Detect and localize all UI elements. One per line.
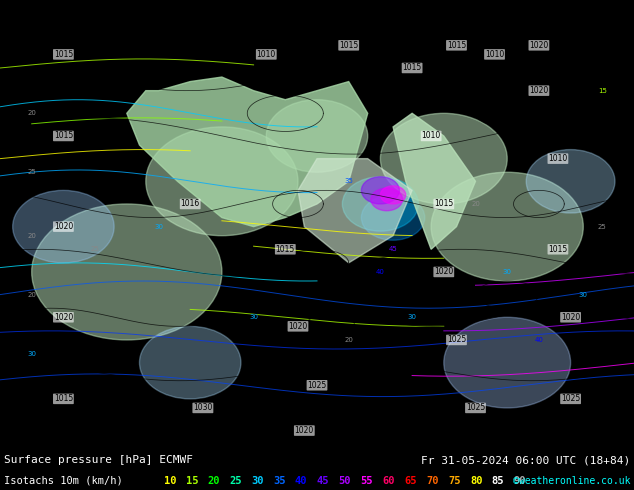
Circle shape <box>380 113 507 204</box>
Text: 1015: 1015 <box>434 199 453 208</box>
Text: 30: 30 <box>154 223 163 230</box>
Text: 1025: 1025 <box>466 403 485 413</box>
Text: 1020: 1020 <box>54 313 73 322</box>
Circle shape <box>371 188 403 211</box>
Text: 1020: 1020 <box>434 268 453 276</box>
Text: 80: 80 <box>470 476 482 486</box>
Circle shape <box>342 177 418 231</box>
Text: 30: 30 <box>579 292 588 297</box>
Text: 1020: 1020 <box>54 222 73 231</box>
Text: 1010: 1010 <box>257 50 276 59</box>
Text: 15: 15 <box>598 88 607 94</box>
Text: 1025: 1025 <box>307 381 327 390</box>
Text: 40: 40 <box>534 337 543 343</box>
Text: 1020: 1020 <box>288 322 307 331</box>
Circle shape <box>361 177 399 204</box>
Text: 1015: 1015 <box>548 245 567 254</box>
Text: 30: 30 <box>408 314 417 320</box>
Text: 30: 30 <box>251 476 264 486</box>
Circle shape <box>380 186 406 204</box>
Text: 10: 10 <box>164 476 176 486</box>
Text: 85: 85 <box>492 476 504 486</box>
Text: 1016: 1016 <box>181 199 200 208</box>
Text: 55: 55 <box>361 476 373 486</box>
Text: 25: 25 <box>598 223 607 230</box>
Text: 35: 35 <box>344 178 353 184</box>
Text: 20: 20 <box>471 201 480 207</box>
Text: 20: 20 <box>27 233 36 239</box>
Text: 50: 50 <box>339 476 351 486</box>
Text: 20: 20 <box>27 292 36 297</box>
Text: 1025: 1025 <box>561 394 580 403</box>
Text: 1015: 1015 <box>339 41 358 50</box>
Text: 15: 15 <box>186 476 198 486</box>
Text: 1015: 1015 <box>276 245 295 254</box>
Text: 40: 40 <box>295 476 307 486</box>
Text: Isotachs 10m (km/h): Isotachs 10m (km/h) <box>4 476 122 486</box>
Circle shape <box>32 204 222 340</box>
Text: Surface pressure [hPa] ECMWF: Surface pressure [hPa] ECMWF <box>4 455 193 465</box>
Text: 1010: 1010 <box>422 131 441 141</box>
Text: 1010: 1010 <box>485 50 504 59</box>
Text: 1020: 1020 <box>529 41 548 50</box>
Circle shape <box>13 191 114 263</box>
Text: 1015: 1015 <box>403 64 422 73</box>
Text: 20: 20 <box>344 337 353 343</box>
Text: 25: 25 <box>91 246 100 252</box>
Text: 70: 70 <box>426 476 439 486</box>
Text: 30: 30 <box>503 269 512 275</box>
Text: 65: 65 <box>404 476 417 486</box>
Text: 1015: 1015 <box>54 131 73 141</box>
Text: 1025: 1025 <box>447 336 466 344</box>
Text: 1015: 1015 <box>54 50 73 59</box>
Text: 40: 40 <box>376 269 385 275</box>
Circle shape <box>146 127 298 236</box>
Text: 35: 35 <box>273 476 285 486</box>
Text: 30: 30 <box>27 350 36 357</box>
Text: 1020: 1020 <box>529 86 548 95</box>
Text: 1015: 1015 <box>447 41 466 50</box>
Text: 20: 20 <box>207 476 220 486</box>
Circle shape <box>444 318 571 408</box>
Text: Fr 31-05-2024 06:00 UTC (18+84): Fr 31-05-2024 06:00 UTC (18+84) <box>421 455 630 465</box>
Text: 1030: 1030 <box>193 403 212 413</box>
Circle shape <box>361 195 425 240</box>
Polygon shape <box>127 77 368 226</box>
Text: 90: 90 <box>514 476 526 486</box>
Text: 75: 75 <box>448 476 460 486</box>
Text: 1020: 1020 <box>295 426 314 435</box>
Text: 30: 30 <box>249 314 258 320</box>
Text: 60: 60 <box>382 476 395 486</box>
Polygon shape <box>298 159 412 263</box>
Circle shape <box>139 326 241 399</box>
Text: 25: 25 <box>230 476 242 486</box>
Polygon shape <box>393 113 476 249</box>
Text: 1020: 1020 <box>561 313 580 322</box>
Circle shape <box>266 99 368 172</box>
Text: 45: 45 <box>389 246 398 252</box>
Circle shape <box>431 172 583 281</box>
Text: 1015: 1015 <box>54 394 73 403</box>
Text: 1010: 1010 <box>548 154 567 163</box>
Text: ©weatheronline.co.uk: ©weatheronline.co.uk <box>513 476 630 486</box>
Text: 20: 20 <box>27 110 36 116</box>
Text: 25: 25 <box>27 169 36 175</box>
Circle shape <box>526 149 615 213</box>
Text: 45: 45 <box>317 476 329 486</box>
